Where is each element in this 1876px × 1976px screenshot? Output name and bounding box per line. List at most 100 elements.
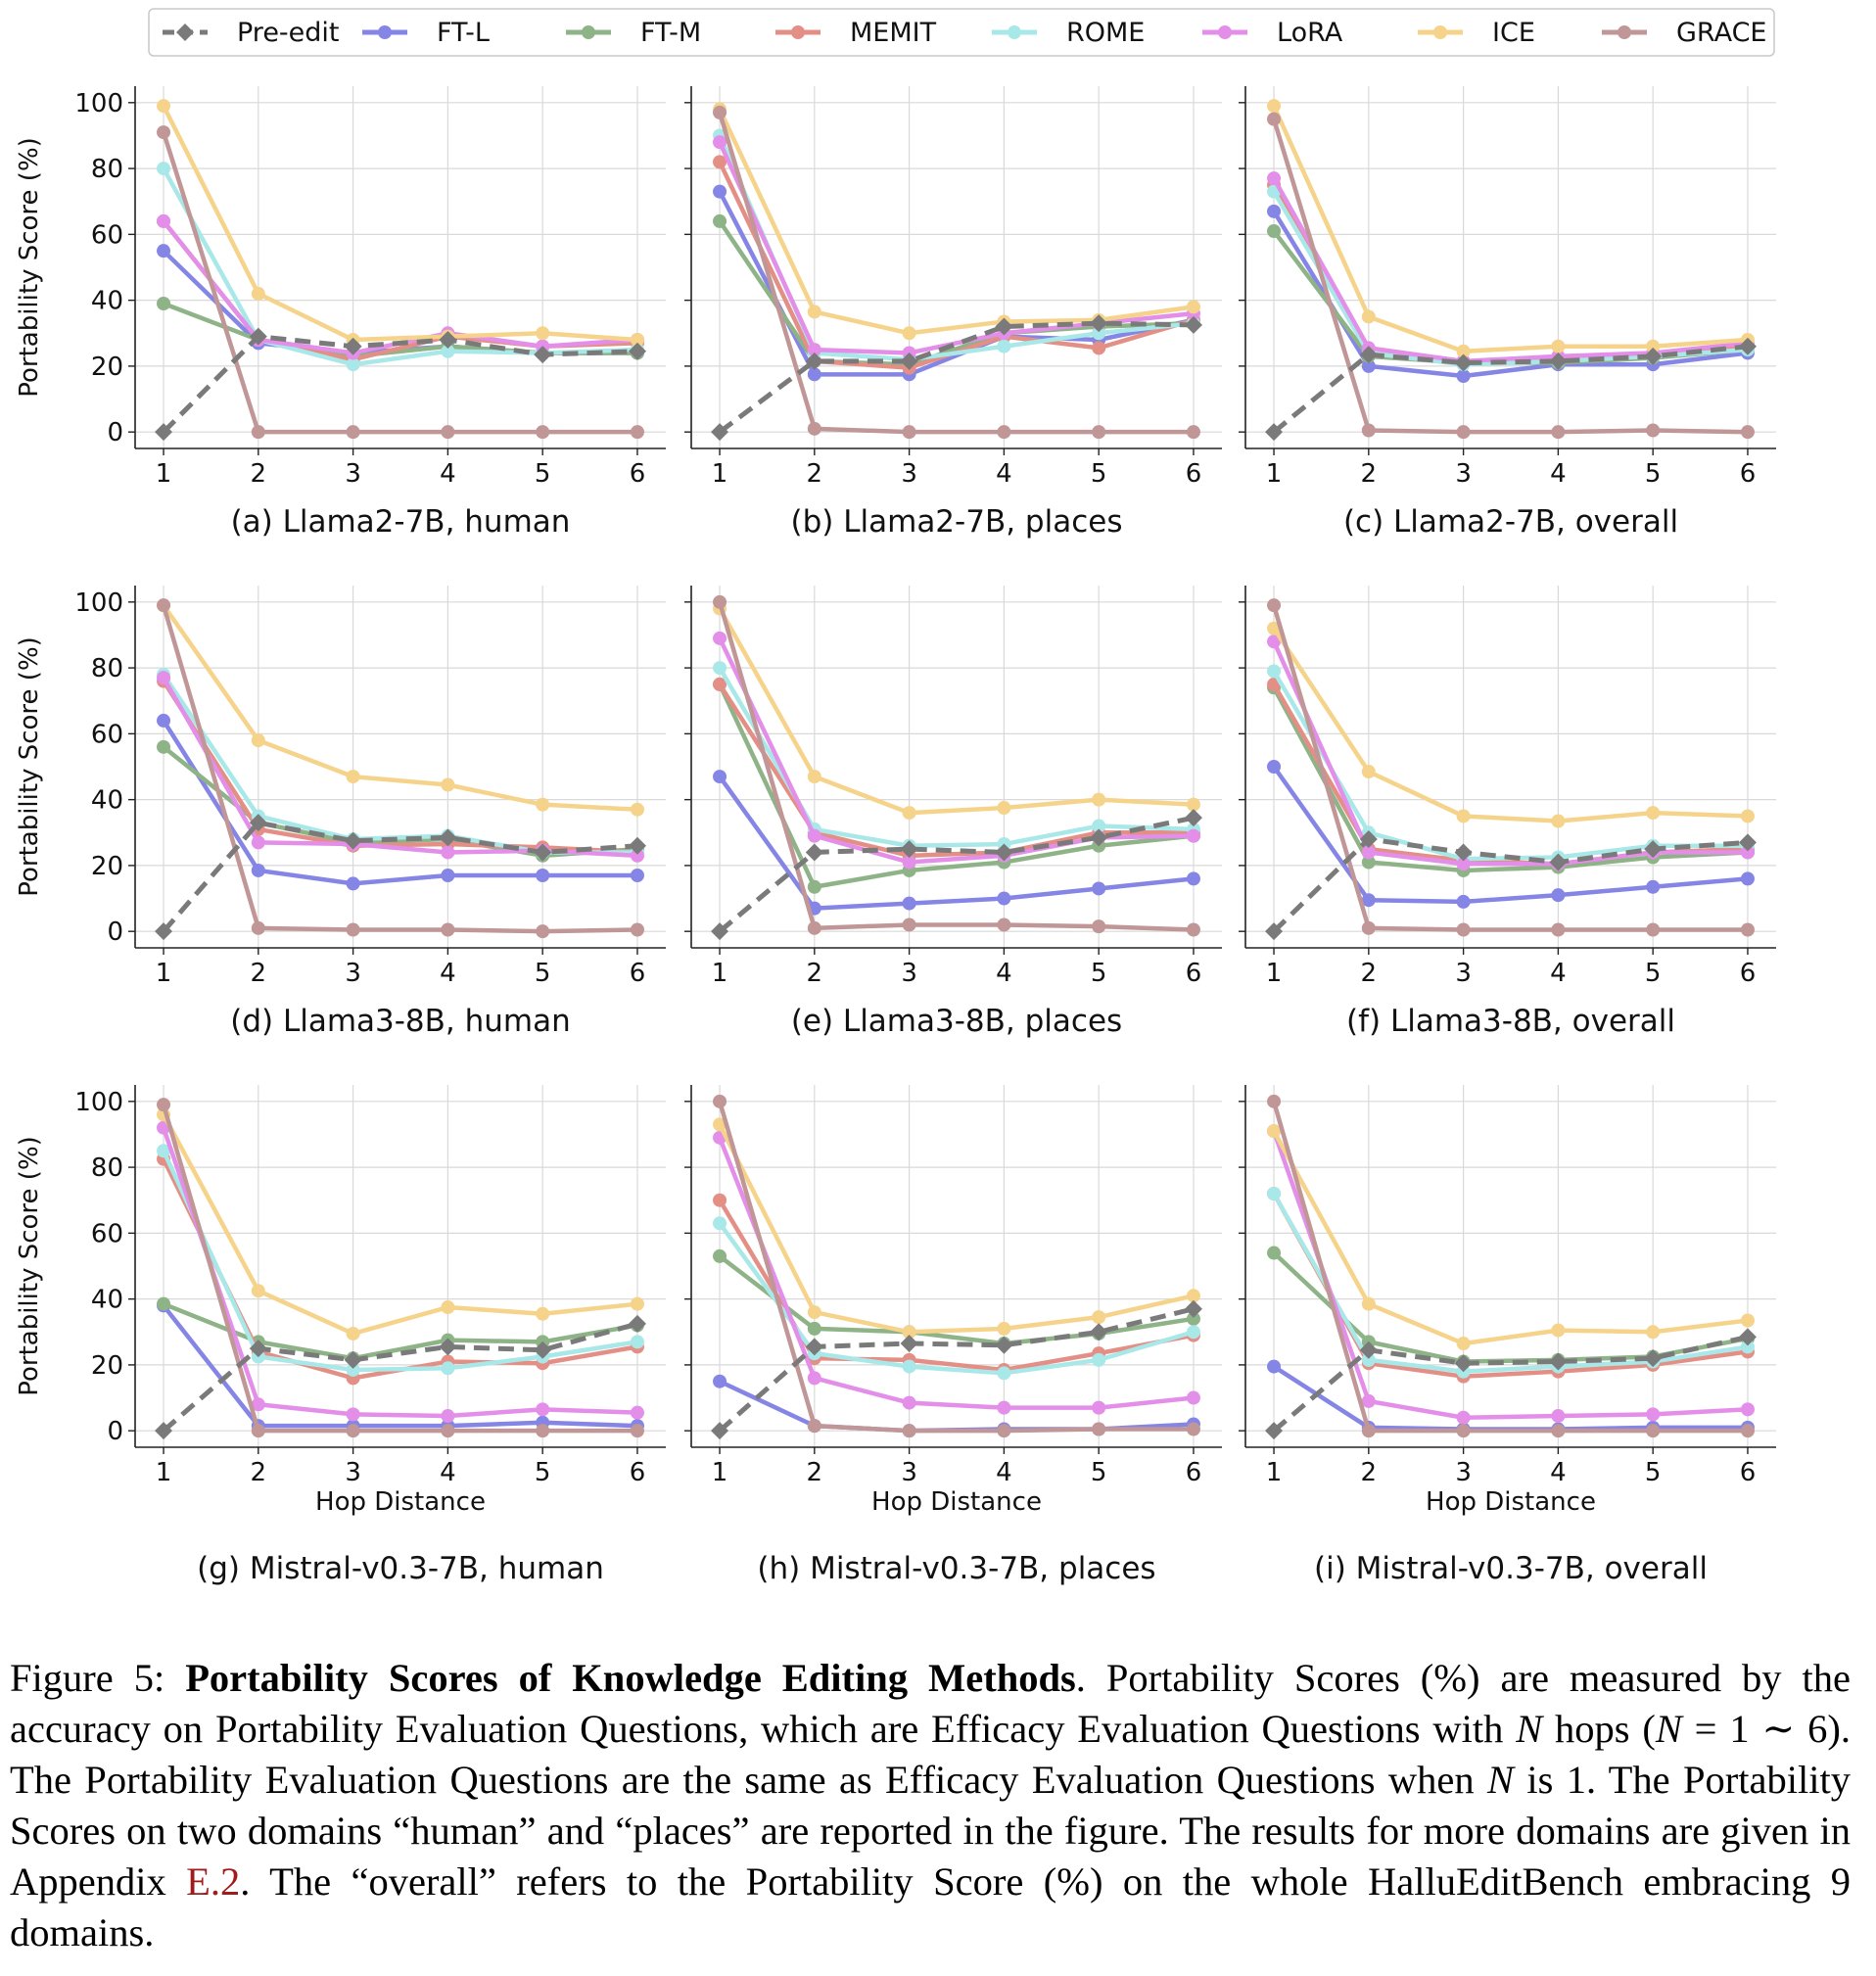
point-rome [997, 339, 1011, 353]
series-pre-edit [1265, 830, 1757, 941]
x-tick-label: 3 [1455, 959, 1472, 988]
y-tick-label: 80 [91, 654, 123, 683]
point-ice [1267, 1124, 1282, 1139]
series-memit [1267, 1187, 1755, 1384]
y-axis-title: Portability Score (%) [15, 1136, 44, 1396]
point-pre-edit [155, 1422, 173, 1440]
series-line-pre-edit [718, 320, 1195, 435]
point-pre-edit [628, 1314, 646, 1333]
x-tick-label: 3 [345, 959, 361, 988]
series-line-ft-m [718, 1254, 1195, 1346]
point-ice [1361, 765, 1376, 779]
point-pre-edit [1549, 853, 1568, 871]
point-lora [441, 1409, 455, 1424]
x-tick-label: 3 [1455, 459, 1472, 489]
point-rome [157, 162, 171, 176]
series-grace [1267, 598, 1755, 937]
point-lora [1267, 171, 1282, 186]
point-grace [441, 922, 455, 937]
point-lora [251, 1397, 265, 1412]
series-lora [157, 1120, 644, 1424]
point-ft-l [902, 896, 916, 911]
point-ft-l [1092, 881, 1106, 896]
series-line-lora [161, 1126, 638, 1419]
point-rome [1092, 819, 1106, 833]
point-grace [1361, 920, 1376, 935]
point-ice [1267, 621, 1282, 635]
point-pre-edit [628, 836, 646, 855]
point-pre-edit [1738, 337, 1757, 355]
point-grace [902, 917, 916, 932]
point-ft-l [1267, 760, 1282, 774]
series-ft-l [713, 770, 1200, 916]
point-ft-l [1267, 204, 1282, 218]
series-line-pre-edit [162, 820, 638, 933]
point-ice [536, 797, 550, 812]
point-ice [807, 770, 821, 784]
point-ft-l [157, 244, 171, 259]
point-grace [1646, 1424, 1661, 1438]
point-grace [1551, 1424, 1566, 1438]
series-line-lora [717, 1136, 1195, 1410]
point-ice [1456, 1337, 1471, 1351]
point-grace [251, 1424, 265, 1438]
panel-caption: (c) Llama2-7B, overall [1343, 504, 1678, 540]
series-line-lora [1271, 640, 1748, 867]
caption-text-e: . The “overall” refers to the Portabilit… [10, 1859, 1852, 1954]
x-tick-label: 3 [345, 459, 361, 489]
x-tick-label: 1 [156, 1458, 172, 1487]
x-tick-label: 6 [1186, 959, 1202, 988]
point-pre-edit [1265, 423, 1284, 442]
series-line-grace [1271, 1101, 1748, 1434]
series-line-rome [1272, 670, 1748, 862]
point-ice [1551, 339, 1566, 353]
x-tick-label: 3 [1455, 1458, 1472, 1487]
point-ft-l [346, 876, 360, 891]
point-rome [1361, 1352, 1376, 1367]
point-pre-edit [344, 1350, 362, 1369]
point-ice [1456, 809, 1471, 823]
series-line-lora [1271, 1130, 1749, 1420]
series-pre-edit [155, 327, 646, 442]
point-grace [536, 1424, 550, 1438]
series-line-ice [718, 1123, 1195, 1335]
y-tick-label: 60 [91, 1219, 123, 1248]
point-ice [1092, 1310, 1106, 1325]
point-pre-edit [1644, 1349, 1663, 1368]
series-ice [157, 598, 644, 817]
series-line-ice [717, 108, 1195, 336]
point-rome [1267, 1187, 1282, 1200]
point-ice [1186, 300, 1200, 314]
series-line-pre-edit [162, 334, 638, 434]
point-grace [1267, 112, 1282, 126]
point-memit [713, 677, 727, 691]
panel-caption: (e) Llama3-8B, places [791, 1004, 1122, 1039]
point-pre-edit [995, 843, 1013, 862]
panel-caption: (h) Mistral-v0.3-7B, places [757, 1551, 1155, 1586]
point-pre-edit [711, 423, 729, 442]
caption-bold-title: Portability Scores of Knowledge Editing … [185, 1656, 1076, 1700]
point-grace [1646, 922, 1661, 937]
point-lora [713, 631, 727, 645]
point-pre-edit [534, 1341, 552, 1359]
point-grace [157, 1098, 171, 1112]
point-pre-edit [900, 352, 918, 370]
series-ice [1267, 1124, 1755, 1351]
x-tick-label: 4 [1550, 1458, 1567, 1487]
point-pre-edit [439, 331, 457, 349]
caption-text-c: = 1 ∼ 6). The Portability Evaluation Que… [10, 1707, 1852, 1802]
y-tick-label: 0 [107, 917, 123, 947]
panel-9: 1 2 3 4 5 6 Hop Distance (i) Mistral-v0.3-7B, o… [1239, 1085, 1776, 1586]
y-tick-label: 20 [91, 353, 123, 382]
series-line-ft-l [162, 1303, 638, 1429]
point-pre-edit [1184, 809, 1202, 827]
caption-var-n1: N [1516, 1707, 1543, 1751]
point-grace [536, 425, 550, 440]
point-ft-m [807, 1321, 821, 1336]
point-grace [346, 425, 360, 440]
point-lora [902, 1395, 916, 1410]
appendix-link[interactable]: E.2 [186, 1859, 241, 1904]
point-ft-m [1267, 1246, 1282, 1260]
point-ice [1456, 344, 1471, 358]
